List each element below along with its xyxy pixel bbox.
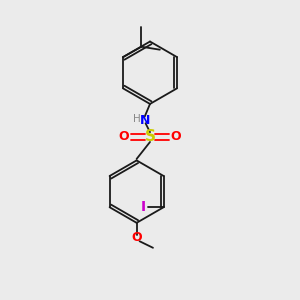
Text: H: H	[133, 114, 140, 124]
Text: O: O	[170, 130, 181, 143]
Text: S: S	[145, 129, 155, 144]
Text: N: N	[140, 114, 151, 127]
Text: O: O	[131, 231, 142, 244]
Text: I: I	[141, 200, 146, 214]
Text: O: O	[119, 130, 130, 143]
